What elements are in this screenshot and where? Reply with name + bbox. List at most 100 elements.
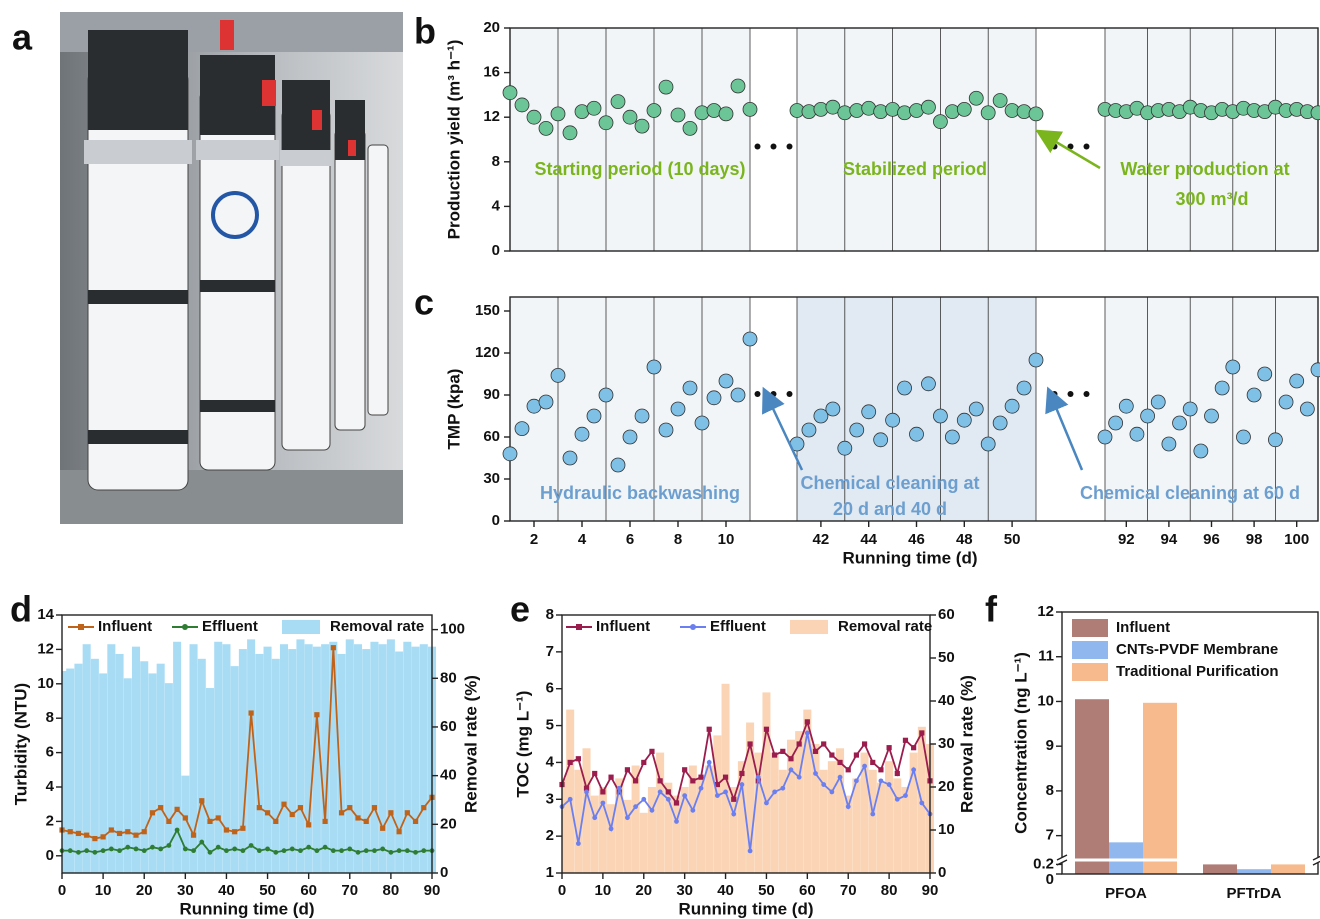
removal-bar	[844, 795, 853, 873]
x-tick-label: 6	[626, 531, 634, 548]
line-marker	[404, 810, 410, 816]
removal-bar	[656, 752, 665, 873]
line-marker	[174, 827, 180, 833]
legend-label: Effluent	[202, 618, 258, 635]
data-point	[980, 436, 996, 452]
line-marker	[854, 778, 859, 784]
annotation: Hydraulic backwashing	[540, 483, 740, 503]
plot-frame	[509, 27, 1319, 252]
line-marker	[829, 789, 835, 795]
line-marker	[657, 789, 663, 795]
line-marker	[600, 789, 606, 795]
axis-break-dot	[754, 143, 761, 150]
line-marker	[224, 848, 229, 854]
data-point	[885, 412, 900, 428]
y-tick-label: 10	[37, 675, 54, 692]
line-marker	[886, 782, 892, 787]
line-marker	[421, 805, 427, 811]
y2-tick-label: 40	[440, 767, 457, 784]
data-point	[634, 118, 650, 134]
removal-bar	[115, 653, 124, 873]
line-marker	[731, 796, 737, 802]
y2-tick-label: 50	[938, 649, 955, 666]
legend-swatch	[282, 620, 320, 634]
line-marker	[903, 793, 908, 798]
removal-bar	[362, 649, 371, 873]
legend-label: Removal rate	[330, 618, 424, 635]
line-marker	[84, 832, 90, 838]
data-point	[1016, 380, 1032, 396]
x-tick-label: 10	[595, 882, 612, 899]
x-tick-label: 10	[718, 531, 735, 548]
removal-bar	[860, 752, 869, 873]
data-point	[574, 426, 590, 442]
data-point	[897, 380, 912, 396]
line-marker	[608, 774, 614, 780]
removal-bar	[353, 644, 363, 873]
line-marker	[902, 737, 909, 743]
data-point	[538, 120, 554, 136]
line-marker	[215, 815, 221, 821]
removal-bar	[321, 644, 330, 873]
y2-tick-label: 20	[938, 778, 955, 795]
removal-bar	[370, 641, 379, 873]
data-point	[730, 78, 746, 94]
line-marker	[722, 774, 729, 780]
y-tick-label: 4	[546, 753, 555, 770]
line-marker	[665, 796, 671, 802]
x-tick-label: 30	[676, 882, 693, 899]
x-tick-label: 92	[1118, 531, 1135, 548]
removal-bar	[140, 661, 149, 873]
y-tick-label: 0.2	[1033, 855, 1054, 872]
data-point	[646, 359, 662, 375]
line-marker	[100, 848, 106, 854]
data-point	[682, 380, 698, 396]
line-marker	[780, 748, 786, 754]
axis-break-mask	[1058, 857, 1066, 863]
line-marker	[273, 849, 279, 855]
removal-bar	[811, 744, 820, 873]
data-point	[670, 107, 686, 123]
removal-bar	[746, 722, 755, 873]
y-axis-label: TOC (mg L⁻¹)	[513, 691, 532, 798]
line-marker	[388, 810, 394, 816]
line-marker	[330, 848, 336, 854]
bar	[1075, 699, 1109, 874]
line-marker	[633, 778, 639, 784]
x-tick-label: 0	[558, 882, 566, 899]
annotation: Starting period (10 days)	[534, 159, 745, 179]
line-marker	[919, 730, 925, 736]
data-point	[1257, 366, 1273, 382]
bar	[1237, 869, 1271, 874]
line-marker	[76, 849, 81, 855]
y-tick-label: 2	[546, 827, 554, 844]
line-marker	[150, 844, 155, 850]
data-point	[706, 390, 722, 406]
line-marker	[682, 793, 688, 798]
line-marker	[616, 785, 622, 791]
data-point	[980, 105, 996, 121]
y-tick-label: 120	[475, 344, 500, 361]
line-marker	[575, 841, 581, 846]
x-tick-label: 10	[95, 882, 112, 899]
line-marker	[298, 848, 303, 854]
data-point	[1236, 429, 1251, 445]
annotation: 20 d and 40 d	[833, 499, 947, 519]
removal-bar	[411, 646, 420, 873]
line-marker	[796, 741, 802, 747]
removal-bar	[754, 752, 763, 873]
data-point	[861, 404, 877, 420]
y-tick-label: 14	[37, 606, 54, 623]
removal-bar	[131, 646, 141, 873]
line-marker	[281, 848, 287, 854]
axis-break-dot	[754, 391, 761, 397]
removal-bar	[173, 641, 182, 873]
line-marker	[690, 807, 696, 813]
x-tick-label: 98	[1246, 531, 1263, 548]
line-marker	[232, 846, 238, 852]
line-marker	[845, 767, 851, 773]
y-tick-label: 90	[483, 386, 500, 403]
y2-axis-label: Removal rate (%)	[957, 675, 976, 813]
line-marker	[190, 832, 197, 838]
line-marker	[149, 810, 156, 816]
